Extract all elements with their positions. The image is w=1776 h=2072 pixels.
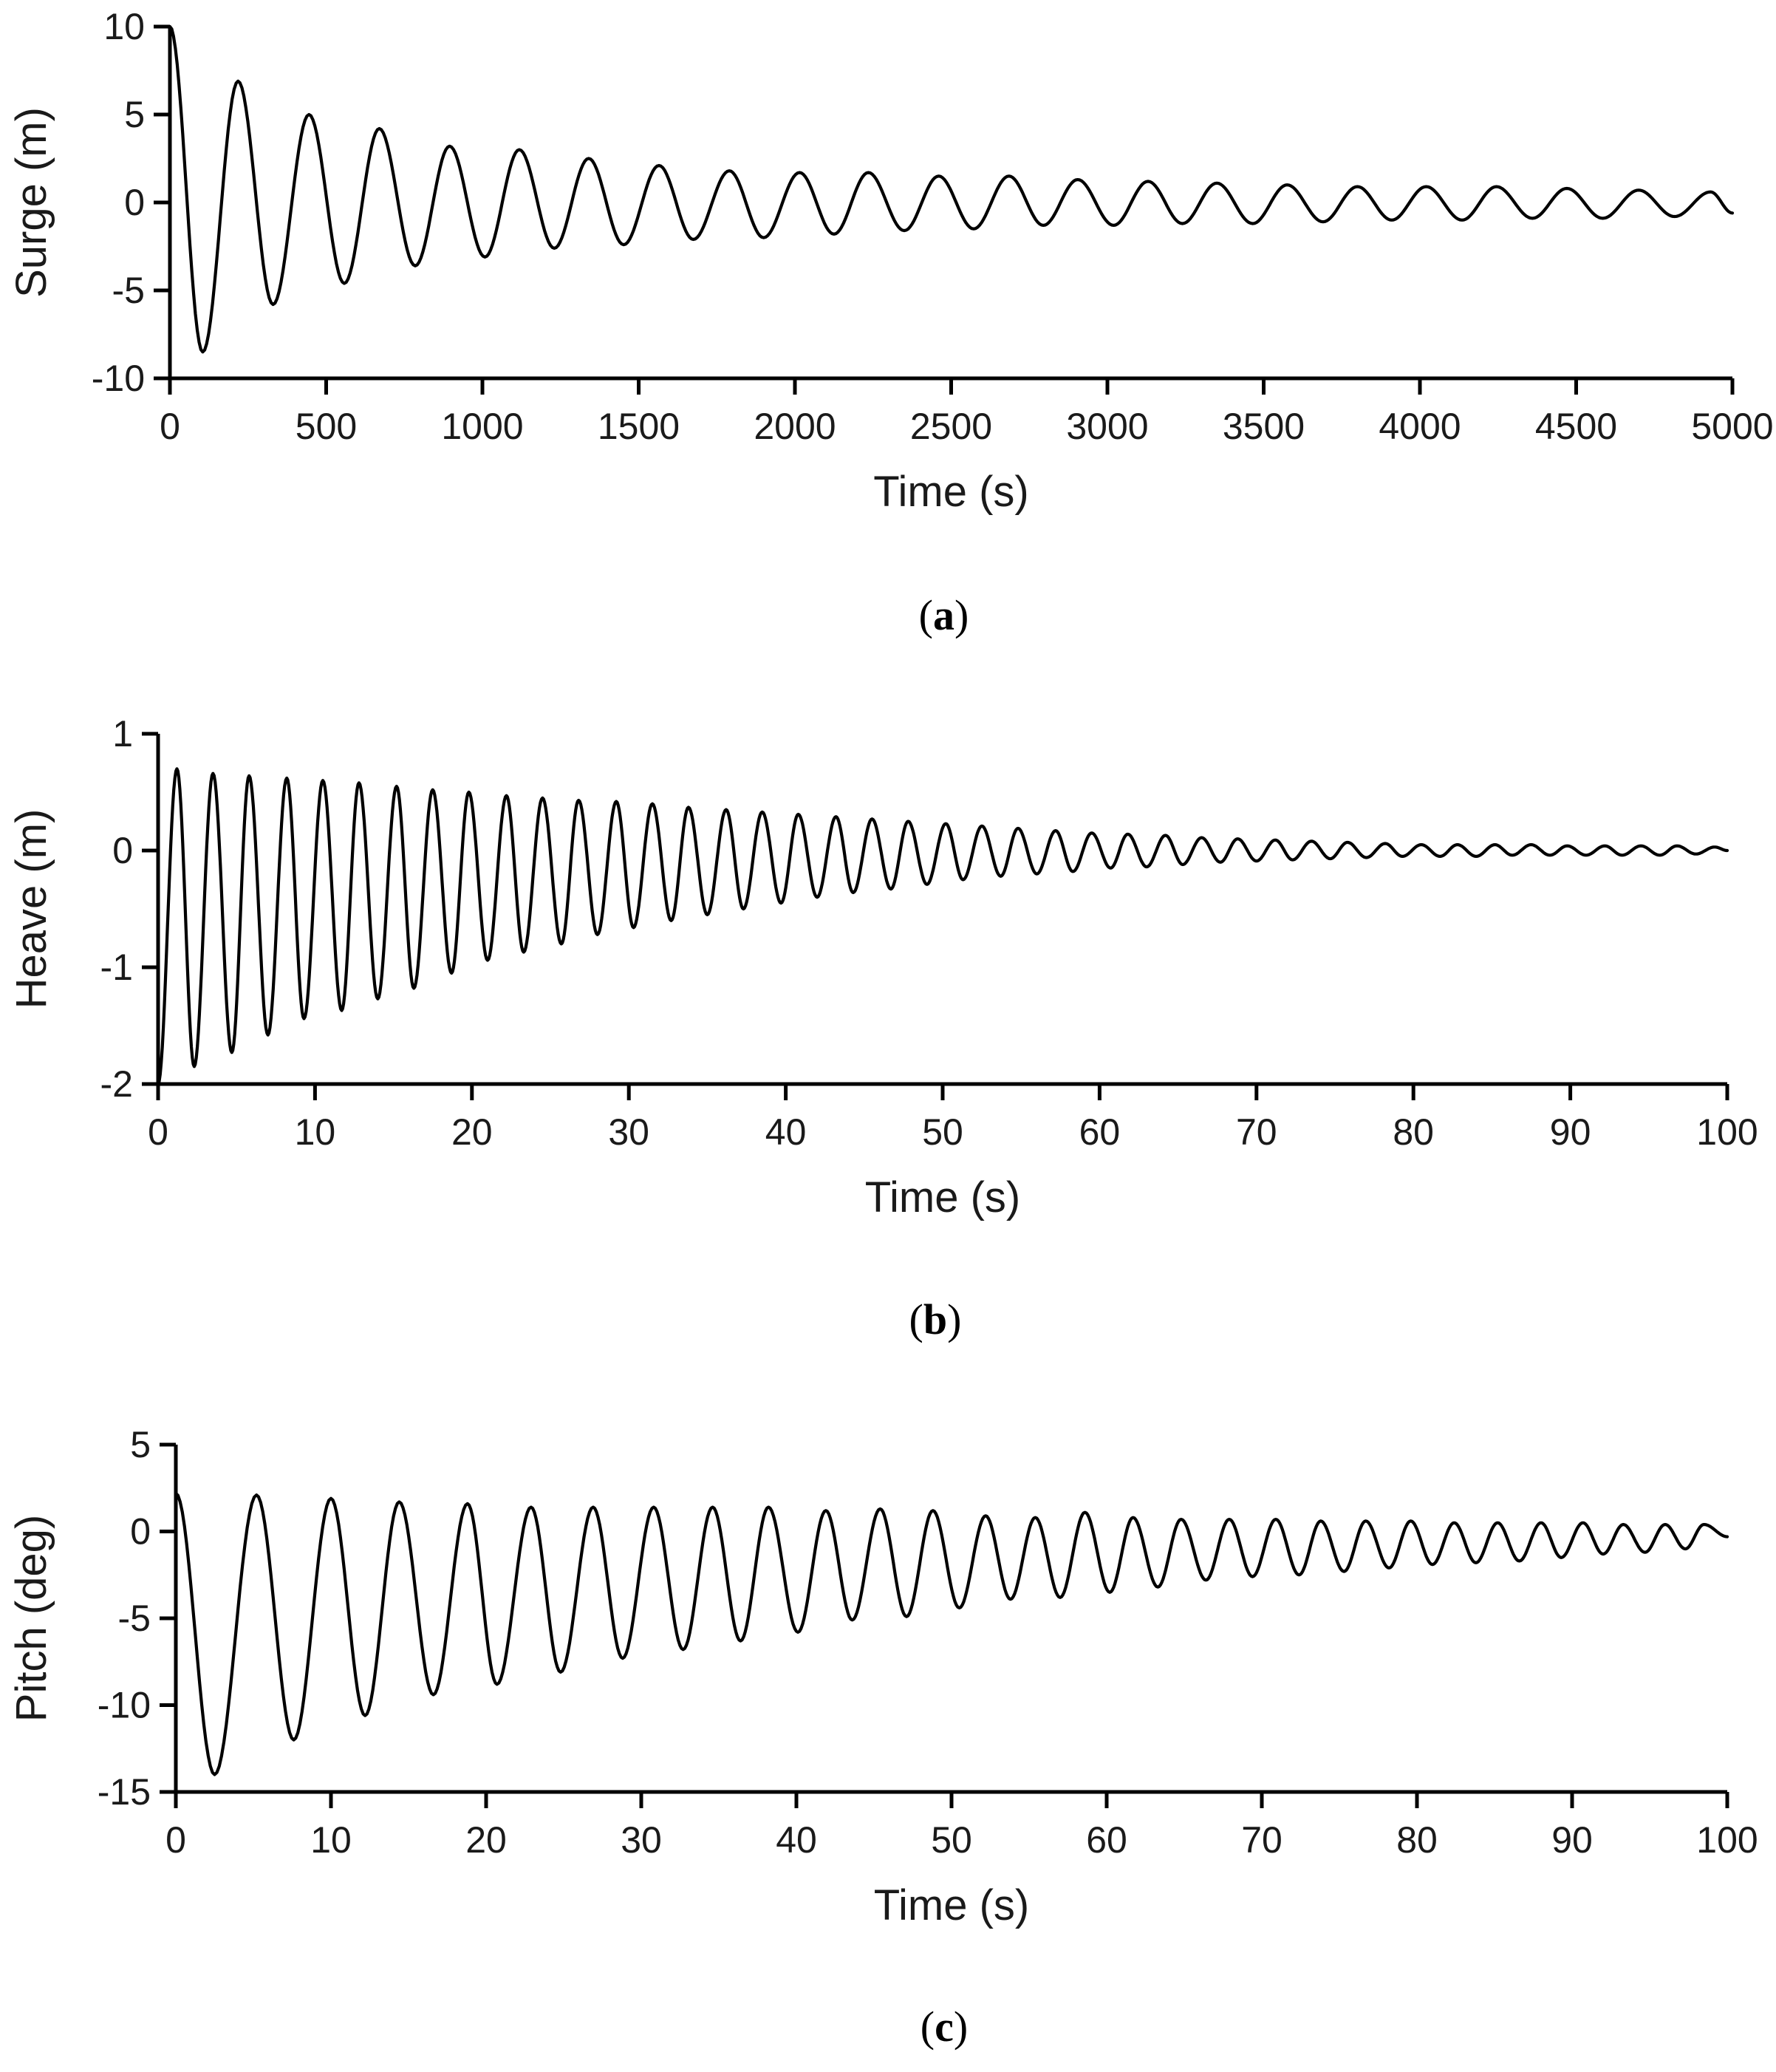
x-tick-label: 10 (310, 1819, 352, 1861)
x-axis-label: Time (s) (873, 468, 1028, 516)
y-tick-label: 0 (124, 182, 145, 223)
x-tick-label: 50 (922, 1111, 963, 1153)
x-tick-label: 4000 (1379, 406, 1461, 447)
y-tick-label: -10 (98, 1685, 151, 1726)
caption-letter: a (933, 591, 954, 639)
y-axis-label: Pitch (deg) (7, 1515, 55, 1722)
x-tick-label: 20 (465, 1819, 507, 1861)
x-tick-label: 4500 (1535, 406, 1617, 447)
x-tick-label: 90 (1550, 1111, 1591, 1153)
caption-letter: c (935, 2003, 954, 2051)
x-tick-label: 30 (608, 1111, 649, 1153)
y-tick-label: -5 (112, 270, 145, 311)
x-tick-label: 60 (1079, 1111, 1121, 1153)
x-tick-label: 0 (165, 1819, 186, 1861)
panel-a-surge: 10 5 0 -5 -10 0 500 1000 1500 2000 2500 3000 3500 400… (7, 6, 1774, 639)
y-tick-label: 1 (112, 713, 133, 754)
x-tick-label: 100 (1696, 1819, 1758, 1861)
caption-open-paren: ( (909, 1295, 923, 1343)
x-tick-label: 3500 (1223, 406, 1305, 447)
y-tick-label: -2 (100, 1063, 133, 1105)
x-tick-label: 90 (1551, 1819, 1593, 1861)
caption-close-paren: ) (954, 2003, 968, 2051)
caption-close-paren: ) (954, 591, 969, 639)
x-tick-label: 70 (1236, 1111, 1277, 1153)
y-tick-label: 5 (130, 1424, 151, 1465)
x-axis-label: Time (s) (874, 1881, 1029, 1929)
x-tick-label: 30 (621, 1819, 662, 1861)
y-tick-label: -1 (100, 947, 133, 988)
x-tick-label: 0 (160, 406, 180, 447)
x-axis-label: Time (s) (865, 1173, 1020, 1221)
y-tick-label: -5 (118, 1598, 151, 1639)
x-tick-label: 2500 (910, 406, 992, 447)
x-tick-label: 3000 (1066, 406, 1148, 447)
x-tick-label: 0 (148, 1111, 168, 1153)
x-tick-label: 5000 (1691, 406, 1773, 447)
y-tick-label: -10 (92, 358, 145, 399)
x-tick-label: 20 (451, 1111, 493, 1153)
y-tick-label: -15 (98, 1771, 151, 1813)
x-tick-label: 70 (1241, 1819, 1283, 1861)
panel-caption: (b) (909, 1295, 962, 1343)
series-line-heave (156, 767, 1729, 1086)
series-line-surge (168, 24, 1735, 354)
x-tick-label: 2000 (754, 406, 836, 447)
x-tick-label: 10 (295, 1111, 336, 1153)
y-axis-label: Heave (m) (7, 809, 55, 1009)
caption-letter: b (923, 1295, 947, 1343)
y-tick-label: 10 (103, 6, 145, 47)
series-line-pitch (174, 1491, 1729, 1776)
y-tick-label: 0 (130, 1511, 151, 1553)
x-tick-label: 40 (765, 1111, 807, 1153)
y-tick-label: 5 (124, 94, 145, 135)
x-tick-label: 1500 (598, 406, 680, 447)
x-tick-label: 60 (1086, 1819, 1127, 1861)
y-axis-label: Surge (m) (7, 107, 55, 298)
panel-caption: (c) (921, 2003, 968, 2051)
x-tick-label: 80 (1396, 1819, 1438, 1861)
caption-open-paren: ( (919, 591, 933, 639)
caption-close-paren: ) (947, 1295, 961, 1343)
x-tick-label: 1000 (441, 406, 523, 447)
panel-caption: (a) (919, 591, 969, 639)
x-tick-label: 500 (296, 406, 357, 447)
y-tick-label: 0 (112, 830, 133, 871)
x-tick-label: 40 (776, 1819, 817, 1861)
x-tick-label: 50 (931, 1819, 972, 1861)
caption-open-paren: ( (921, 2003, 935, 2051)
x-tick-label: 80 (1393, 1111, 1434, 1153)
x-tick-label: 100 (1696, 1111, 1758, 1153)
